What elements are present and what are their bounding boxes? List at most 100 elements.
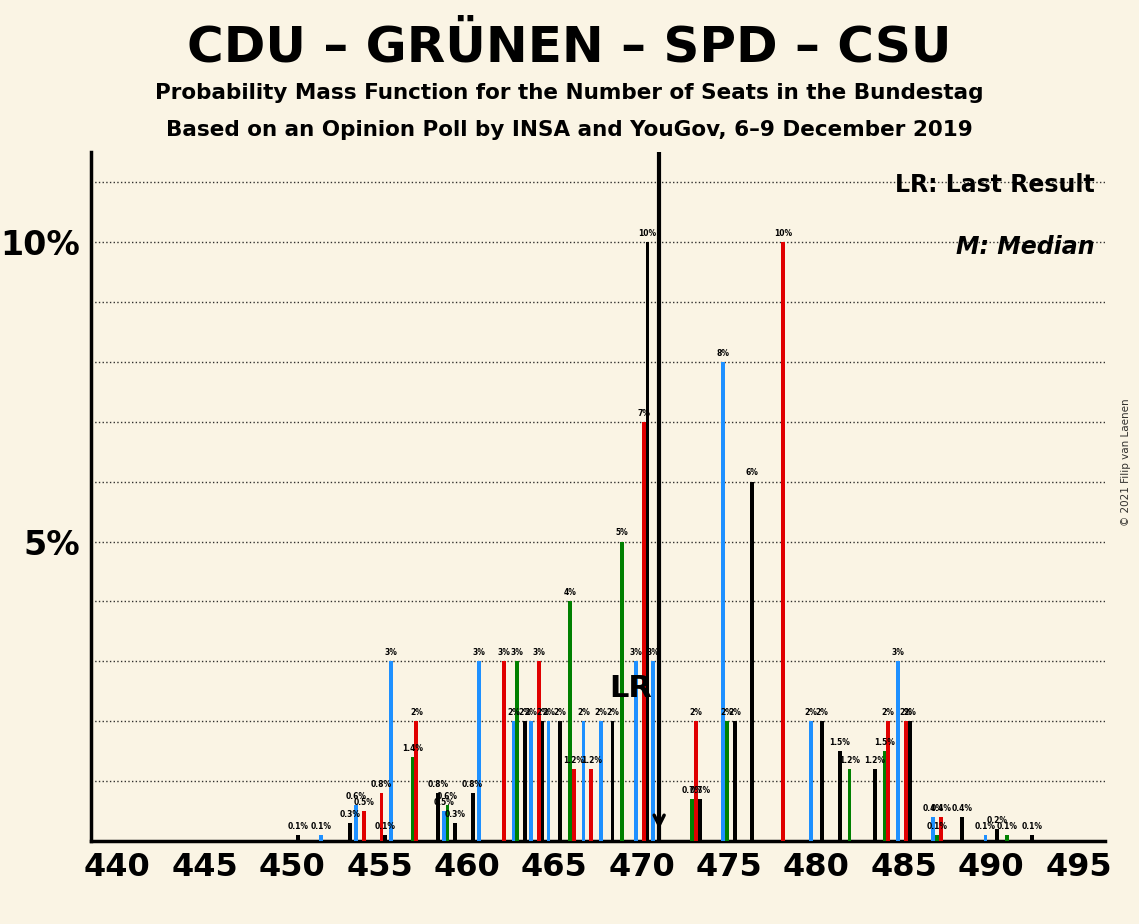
Bar <box>690 799 694 841</box>
Bar <box>523 721 527 841</box>
Text: CDU – GRÜNEN – SPD – CSU: CDU – GRÜNEN – SPD – CSU <box>187 23 952 71</box>
Text: 0.1%: 0.1% <box>926 821 948 831</box>
Bar <box>908 721 911 841</box>
Text: 2%: 2% <box>606 708 618 717</box>
Bar <box>1005 835 1009 841</box>
Text: M: Median: M: Median <box>956 235 1095 259</box>
Text: 3%: 3% <box>473 648 485 657</box>
Bar <box>477 662 481 841</box>
Text: 6%: 6% <box>746 468 759 478</box>
Bar <box>589 769 593 841</box>
Bar <box>547 721 550 841</box>
Text: 3%: 3% <box>892 648 904 657</box>
Bar <box>904 721 908 841</box>
Bar <box>511 721 516 841</box>
Text: 0.7%: 0.7% <box>689 785 711 795</box>
Text: 2%: 2% <box>903 708 916 717</box>
Bar <box>541 721 544 841</box>
Text: 0.1%: 0.1% <box>287 821 309 831</box>
Text: 5%: 5% <box>616 529 629 538</box>
Text: Probability Mass Function for the Number of Seats in the Bundestag: Probability Mass Function for the Number… <box>155 83 984 103</box>
Text: 0.8%: 0.8% <box>371 780 392 789</box>
Bar <box>572 769 575 841</box>
Text: 0.6%: 0.6% <box>437 792 458 801</box>
Text: 2%: 2% <box>595 708 607 717</box>
Text: 2%: 2% <box>882 708 895 717</box>
Text: 0.4%: 0.4% <box>931 804 951 813</box>
Bar <box>721 362 726 841</box>
Bar <box>516 662 519 841</box>
Text: LR: Last Result: LR: Last Result <box>895 173 1095 197</box>
Text: 0.3%: 0.3% <box>339 809 361 819</box>
Bar <box>536 662 541 841</box>
Text: 3%: 3% <box>385 648 398 657</box>
Bar <box>886 721 891 841</box>
Text: 0.2%: 0.2% <box>986 816 1008 825</box>
Bar <box>558 721 562 841</box>
Text: 2%: 2% <box>728 708 741 717</box>
Bar <box>847 769 851 841</box>
Bar <box>296 835 300 841</box>
Bar <box>502 662 506 841</box>
Bar <box>641 422 646 841</box>
Bar <box>415 721 418 841</box>
Text: 0.1%: 0.1% <box>311 821 331 831</box>
Bar <box>838 751 842 841</box>
Bar <box>698 799 702 841</box>
Text: 0.4%: 0.4% <box>951 804 973 813</box>
Text: 2%: 2% <box>689 708 703 717</box>
Text: LR: LR <box>609 674 653 702</box>
Bar <box>939 817 943 841</box>
Text: 0.8%: 0.8% <box>462 780 483 789</box>
Text: 1.5%: 1.5% <box>829 738 850 747</box>
Bar <box>621 541 624 841</box>
Text: 1.2%: 1.2% <box>563 756 584 765</box>
Text: 10%: 10% <box>775 229 793 238</box>
Text: 4%: 4% <box>564 589 576 597</box>
Text: 0.6%: 0.6% <box>346 792 367 801</box>
Text: 0.5%: 0.5% <box>433 797 454 807</box>
Bar <box>599 721 603 841</box>
Bar <box>349 823 352 841</box>
Bar <box>960 817 964 841</box>
Text: 0.8%: 0.8% <box>427 780 449 789</box>
Bar <box>530 721 533 841</box>
Text: 2%: 2% <box>410 708 423 717</box>
Bar <box>931 817 935 841</box>
Text: 2%: 2% <box>536 708 549 717</box>
Text: 1.2%: 1.2% <box>581 756 601 765</box>
Text: 0.7%: 0.7% <box>681 785 703 795</box>
Text: 0.5%: 0.5% <box>353 797 375 807</box>
Bar <box>694 721 698 841</box>
Text: 8%: 8% <box>716 348 730 358</box>
Bar <box>611 721 614 841</box>
Bar <box>379 793 384 841</box>
Text: 1.4%: 1.4% <box>402 744 423 753</box>
Text: 0.4%: 0.4% <box>923 804 943 813</box>
Text: 7%: 7% <box>637 408 650 418</box>
Bar <box>568 602 572 841</box>
Text: 2%: 2% <box>804 708 817 717</box>
Text: Based on an Opinion Poll by INSA and YouGov, 6–9 December 2019: Based on an Opinion Poll by INSA and You… <box>166 120 973 140</box>
Bar <box>781 242 785 841</box>
Text: 3%: 3% <box>511 648 524 657</box>
Text: 2%: 2% <box>525 708 538 717</box>
Text: 2%: 2% <box>577 708 590 717</box>
Bar <box>820 721 825 841</box>
Text: 0.3%: 0.3% <box>444 809 466 819</box>
Text: 0.1%: 0.1% <box>997 821 1017 831</box>
Bar <box>751 481 754 841</box>
Bar <box>646 242 649 841</box>
Bar <box>652 662 655 841</box>
Text: 2%: 2% <box>721 708 734 717</box>
Text: 2%: 2% <box>507 708 521 717</box>
Bar <box>935 835 939 841</box>
Text: 2%: 2% <box>900 708 912 717</box>
Text: 0.1%: 0.1% <box>975 821 995 831</box>
Bar <box>384 835 387 841</box>
Bar <box>809 721 812 841</box>
Bar <box>453 823 457 841</box>
Bar <box>995 829 999 841</box>
Bar <box>354 805 358 841</box>
Bar <box>726 721 729 841</box>
